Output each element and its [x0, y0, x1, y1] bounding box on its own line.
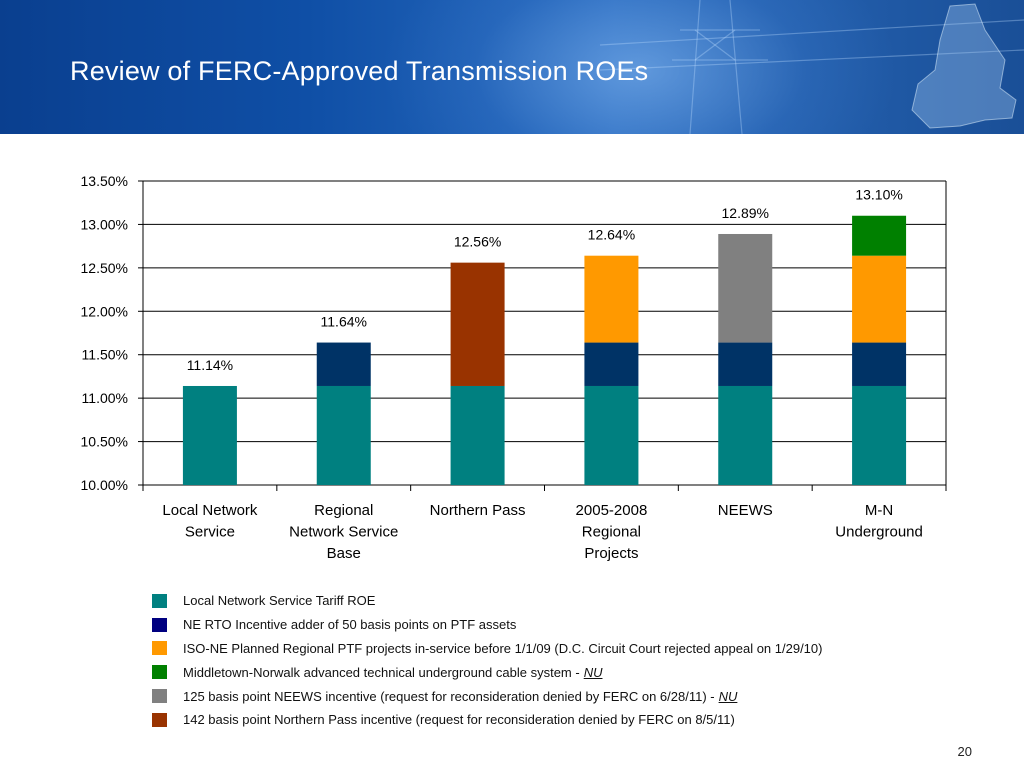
new-england-map-icon [911, 3, 1017, 129]
legend-item: Middletown-Norwalk advanced technical un… [152, 660, 822, 684]
bar-segment [316, 342, 371, 386]
x-tick-label: Service [185, 524, 235, 541]
x-tick-label: Local Network [162, 502, 258, 519]
legend-swatch [152, 641, 167, 656]
bar-segment [584, 342, 639, 386]
legend-label: Local Network Service Tariff ROE [183, 593, 376, 609]
title-banner: Review of FERC-Approved Transmission ROE… [0, 0, 1024, 134]
bar-segment [584, 385, 639, 485]
legend-label-suffix: NU [583, 664, 603, 680]
y-tick-label: 11.00% [82, 390, 128, 406]
bar-segment [718, 342, 773, 386]
x-tick-label: Regional [582, 524, 641, 541]
bar-segment [718, 385, 773, 485]
x-tick-label: Underground [835, 524, 923, 541]
data-label: 12.64% [588, 227, 635, 243]
y-tick-label: 10.00% [81, 477, 128, 493]
legend-label: 142 basis point Northern Pass incentive … [183, 712, 735, 728]
x-tick-label: Base [327, 545, 361, 562]
page-number: 20 [957, 744, 972, 759]
bar-segment [584, 255, 639, 343]
bar-segment [852, 215, 907, 256]
x-tick-label: Network Service [289, 524, 398, 541]
y-tick-label: 13.50% [81, 173, 128, 189]
bar-segment [450, 385, 505, 485]
legend-swatch [152, 689, 167, 704]
data-label: 12.56% [454, 234, 501, 250]
banner-glow [380, 0, 900, 134]
legend-item: Local Network Service Tariff ROE [152, 589, 822, 613]
roe-stacked-bar-chart: 10.00% 10.50% 11.00% 11.50% 12.00% 12.50% 13.0… [81, 173, 947, 562]
x-tick-label: 2005-2008 [576, 502, 648, 519]
bar-segment [852, 385, 907, 485]
legend-label: NE RTO Incentive adder of 50 basis point… [183, 617, 517, 633]
y-tick-label: 10.50% [81, 434, 128, 450]
bar-segment [316, 385, 371, 485]
bar-segment [450, 262, 505, 386]
legend-swatch [152, 617, 167, 632]
y-tick-label: 12.00% [81, 303, 128, 319]
legend-swatch [152, 593, 167, 608]
legend-label: 125 basis point NEEWS incentive (request… [183, 688, 715, 704]
legend-swatch [152, 712, 167, 727]
legend-swatch [152, 665, 167, 680]
legend-item: 125 basis point NEEWS incentive (request… [152, 684, 822, 708]
y-tick-label: 12.50% [81, 260, 128, 276]
data-label: 13.10% [855, 187, 902, 203]
transmission-tower-icon [599, 0, 1024, 134]
x-tick-label: Regional [314, 502, 373, 519]
y-tick-label: 11.50% [82, 347, 128, 363]
banner-decoration [599, 0, 1024, 134]
data-label: 11.14% [187, 357, 233, 373]
legend-item: ISO-NE Planned Regional PTF projects in-… [152, 637, 822, 661]
x-tick-label: M-N [865, 502, 893, 519]
data-label: 12.89% [722, 205, 769, 221]
y-tick-label: 13.00% [81, 216, 128, 232]
legend-label: Middletown-Norwalk advanced technical un… [183, 664, 580, 680]
bar-segment [718, 233, 773, 343]
bar-segment [182, 385, 237, 485]
slide-title: Review of FERC-Approved Transmission ROE… [70, 56, 649, 86]
bar-segment [852, 255, 907, 343]
data-label: 11.64% [321, 314, 367, 330]
legend-item: NE RTO Incentive adder of 50 basis point… [152, 613, 822, 637]
legend-item: 142 basis point Northern Pass incentive … [152, 708, 822, 732]
bar-segment [852, 342, 907, 386]
x-tick-label: NEEWS [718, 502, 773, 519]
x-tick-label: Projects [584, 545, 638, 562]
chart-legend: Local Network Service Tariff ROE NE RTO I… [152, 589, 822, 732]
legend-label-suffix: NU [718, 688, 738, 704]
x-tick-label: Northern Pass [430, 502, 526, 519]
legend-label: ISO-NE Planned Regional PTF projects in-… [183, 640, 823, 656]
